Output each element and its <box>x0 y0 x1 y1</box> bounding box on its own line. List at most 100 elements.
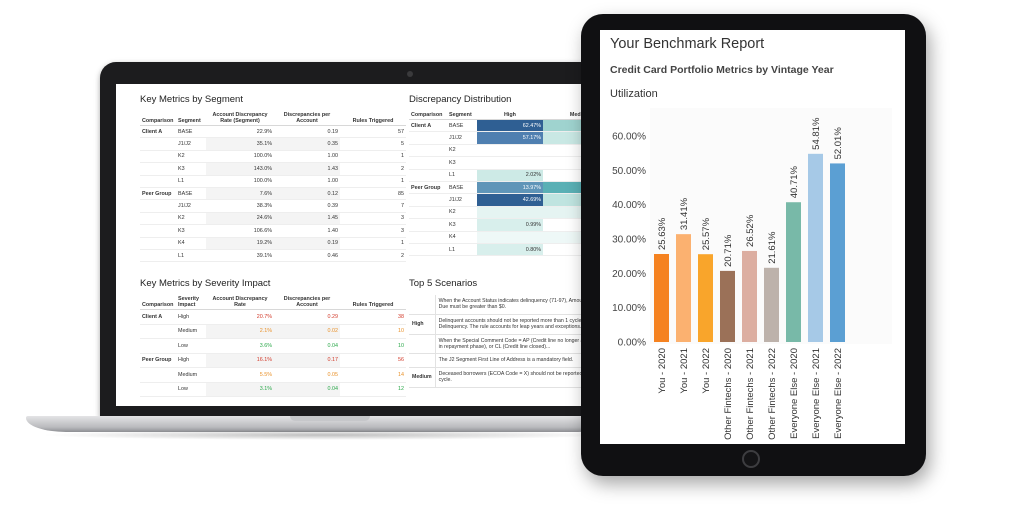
bar-value-label: 26.52% <box>745 214 756 247</box>
comparison-cell <box>140 367 176 383</box>
severity-cell: Medium <box>176 367 206 383</box>
per-account-cell: 0.04 <box>274 382 340 397</box>
col-per-account: Discrepancies per Account <box>274 295 340 310</box>
rules-cell: 1 <box>340 150 406 164</box>
table-row: K2 <box>409 144 592 158</box>
high-cell: 57.17% <box>477 131 543 145</box>
severity-title: Key Metrics by Severity Impact <box>140 278 271 289</box>
y-tick-label: 10.00% <box>612 303 646 314</box>
segment-cell: K2 <box>447 144 477 158</box>
scenarios-table: When the Account Status indicates delinq… <box>409 295 592 388</box>
segment-cell: J1/J2 <box>447 193 477 207</box>
comparison-cell: Client A <box>409 119 447 133</box>
per-account-cell: 0.46 <box>274 249 340 263</box>
x-tick-label: Other Fintechs - 2020 <box>723 348 734 440</box>
segment-cell: K3 <box>447 156 477 170</box>
scenario-text: Delinquent accounts should not be report… <box>435 314 592 335</box>
scenarios-title: Top 5 Scenarios <box>409 278 478 289</box>
medium-cell <box>543 218 592 232</box>
rules-cell: 2 <box>340 249 406 263</box>
comparison-cell <box>409 243 447 257</box>
high-value: 62.47% <box>522 122 541 129</box>
col-rules: Rules Triggered <box>340 111 406 126</box>
bar-value-label: 25.63% <box>657 217 668 250</box>
table-row: J1/J2 42.69% <box>409 193 592 207</box>
high-value: 0.99% <box>525 221 541 228</box>
rate-cell: 16.1% <box>206 353 274 368</box>
comparison-cell <box>140 382 176 397</box>
scenario-row: Medium Deceased borrowers (ECOA Code = X)… <box>409 367 592 388</box>
table-row: L1 39.1% 0.46 2 <box>140 249 406 263</box>
medium-cell <box>543 131 592 145</box>
home-button[interactable] <box>742 450 760 468</box>
rules-cell: 1 <box>340 175 406 188</box>
rate-cell: 143.0% <box>206 162 274 176</box>
bar-value-label: 54.81% <box>811 117 822 150</box>
bar <box>808 153 823 342</box>
per-account-cell: 0.29 <box>274 309 340 325</box>
rules-cell: 57 <box>340 125 406 139</box>
severity-cell <box>409 334 436 355</box>
scenario-text: When the Special Comment Code = AP (Cred… <box>435 334 592 355</box>
table-row: J1/J2 35.1% 0.35 5 <box>140 137 406 151</box>
col-per-account: Discrepancies per Account <box>274 111 340 126</box>
scenario-row: When the Special Comment Code = AP (Cred… <box>409 334 592 355</box>
rate-cell: 24.6% <box>206 212 274 226</box>
high-cell <box>477 144 543 158</box>
rate-cell: 20.7% <box>206 309 274 325</box>
rate-cell: 100.0% <box>206 175 274 188</box>
distribution-panel: Discrepancy Distribution Comparison Segm… <box>409 94 592 257</box>
per-account-cell: 1.00 <box>274 150 340 164</box>
scenario-text: Deceased borrowers (ECOA Code = X) shoul… <box>435 367 592 388</box>
bar <box>676 234 691 342</box>
y-tick-label: 50.00% <box>612 166 646 177</box>
rules-cell: 38 <box>340 309 406 325</box>
col-severity: Severity Impact <box>176 295 206 310</box>
rate-cell: 106.6% <box>206 224 274 238</box>
col-rate: Account Discrepancy Rate (Segment) <box>206 111 274 126</box>
segment-cell: K3 <box>176 224 206 238</box>
bar <box>698 254 713 342</box>
rules-cell: 3 <box>340 212 406 226</box>
rules-cell: 2 <box>340 162 406 176</box>
rules-cell: 1 <box>340 237 406 250</box>
rules-cell: 3 <box>340 224 406 238</box>
rate-cell: 22.9% <box>206 125 274 139</box>
medium-cell <box>543 193 592 207</box>
report-subtitle: Credit Card Portfolio Metrics by Vintage… <box>610 64 834 76</box>
laptop-shadow <box>40 430 610 440</box>
per-account-cell: 0.05 <box>274 367 340 383</box>
metric-title: Utilization <box>610 88 658 100</box>
scenario-row: High Delinquent accounts should not be re… <box>409 314 592 335</box>
high-cell: 0.80% <box>477 243 543 257</box>
comparison-cell: Peer Group <box>140 187 176 201</box>
rules-cell: 10 <box>340 338 406 354</box>
comparison-cell: Client A <box>140 309 176 325</box>
bar-value-label: 40.71% <box>789 165 800 198</box>
per-account-cell: 0.19 <box>274 125 340 139</box>
comparison-cell <box>140 150 176 164</box>
x-tick-label: You - 2022 <box>701 348 712 394</box>
severity-cell: Low <box>176 382 206 397</box>
segment-cell: K3 <box>447 218 477 232</box>
rules-cell: 85 <box>340 187 406 201</box>
laptop-camera <box>407 71 413 77</box>
table-row: Peer Group BASE 7.6% 0.12 85 <box>140 187 406 201</box>
segment-cell: K2 <box>447 206 477 220</box>
medium-cell <box>543 243 592 257</box>
scenario-text: When the Account Status indicates delinq… <box>435 295 592 315</box>
tablet-screen: Your Benchmark Report Credit Card Portfo… <box>600 30 905 444</box>
laptop-notch <box>290 416 370 421</box>
per-account-cell: 0.04 <box>274 338 340 354</box>
segment-cell: BASE <box>447 119 477 133</box>
medium-cell <box>543 119 592 133</box>
medium-cell <box>543 231 592 244</box>
rate-cell: 3.6% <box>206 338 274 354</box>
bar <box>654 254 669 342</box>
severity-cell: Medium <box>176 324 206 339</box>
comparison-cell <box>409 193 447 207</box>
table-row: K2 <box>409 206 592 220</box>
distribution-title: Discrepancy Distribution <box>409 94 512 105</box>
medium-cell <box>543 181 592 195</box>
rules-cell: 10 <box>340 324 406 339</box>
